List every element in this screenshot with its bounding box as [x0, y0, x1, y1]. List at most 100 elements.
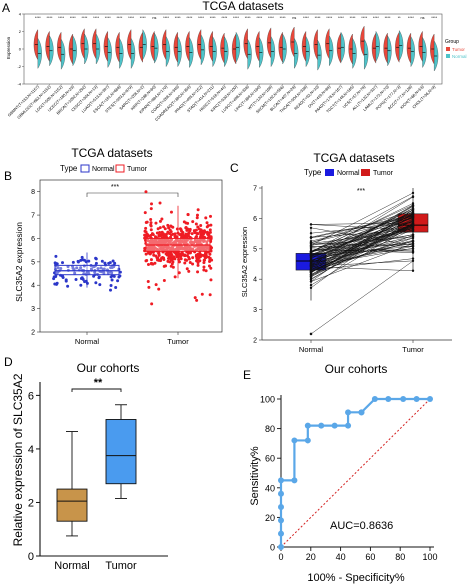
- panel-a-ytick-label: 0: [19, 47, 22, 52]
- panel-b-point-tumor: [151, 262, 155, 266]
- panel-b-point-normal: [74, 277, 78, 281]
- panel-b-point-tumor: [165, 247, 169, 251]
- panel-b-point-tumor: [162, 279, 166, 283]
- panel-b-ytick-label: 5: [31, 259, 35, 266]
- panel-b-point-normal: [117, 275, 121, 279]
- panel-b-point-tumor: [183, 261, 187, 265]
- panel-a-legend-title: Group: [445, 39, 459, 45]
- panel-b-xtick-label: Normal: [75, 337, 100, 346]
- panel-b-point-tumor: [173, 232, 177, 236]
- panel-a-significance-11: ****: [163, 16, 169, 20]
- panel-b-legend-title: Type: [60, 164, 78, 173]
- panel-c-ytick-label: 7: [253, 186, 257, 193]
- panel-e-roc-point: [413, 396, 420, 402]
- panel-b-frame: [39, 179, 223, 333]
- panel-b-point-normal: [102, 270, 106, 274]
- panel-c-pair-line: [310, 205, 414, 265]
- panel-b-point-tumor: [154, 221, 158, 225]
- panel-b-point-tumor: [149, 258, 153, 262]
- panel-c-pair-line: [310, 260, 414, 335]
- panel-b-point-tumor: [185, 258, 189, 262]
- panel-b-point-tumor: [185, 267, 189, 271]
- panel-b-point-normal: [94, 281, 98, 285]
- panel-b-point-tumor: [149, 207, 153, 211]
- panel-b-point-tumor: [207, 264, 211, 268]
- panel-b-point-normal: [55, 281, 59, 285]
- panel-b-point-tumor: [193, 240, 197, 244]
- panel-b-point-normal: [116, 279, 120, 283]
- panel-b-point-tumor: [208, 293, 212, 297]
- panel-b-point-tumor: [148, 252, 152, 256]
- panel-b-point-tumor: [188, 246, 192, 250]
- panel-c-pair-point-tumor: [411, 214, 415, 217]
- panel-c-pair-point-normal: [309, 265, 313, 269]
- panel-c-pair-point-normal: [309, 273, 313, 276]
- panel-b-point-normal: [79, 266, 83, 270]
- panel-c-pair-point-normal: [309, 263, 313, 266]
- panel-b-point-tumor: [171, 260, 175, 264]
- panel-b-point-tumor: [209, 266, 213, 270]
- panel-b-point-tumor: [191, 256, 195, 260]
- panel-b-point-normal: [109, 288, 113, 292]
- panel-b-point-tumor: [144, 259, 148, 263]
- panel-a-ytick-label: -4: [17, 82, 21, 87]
- panel-c-pair-point-tumor: [411, 242, 415, 246]
- panel-b-point-tumor: [208, 258, 212, 262]
- panel-b-point-tumor: [157, 287, 161, 291]
- panel-b-point-normal: [81, 277, 85, 281]
- panel-b-ylabel: SLC35A2 expression: [14, 222, 24, 302]
- panel-c-pair-point-normal: [309, 226, 313, 230]
- panel-e-xtick-label: 80: [395, 552, 405, 562]
- panel-b-point-normal: [109, 283, 113, 287]
- panel-c-pair-line: [310, 221, 414, 256]
- panel-b-point-tumor: [208, 252, 212, 256]
- panel-a-significance-5: ****: [93, 16, 99, 20]
- panel-b-point-tumor: [143, 211, 147, 215]
- panel-b-point-tumor: [204, 255, 208, 259]
- panel-e-xlabel: 100% - Specificity%: [307, 572, 404, 584]
- panel-e-reference-line: [280, 398, 431, 548]
- panel-b-point-normal: [113, 261, 117, 265]
- panel-b-point-tumor: [146, 247, 150, 251]
- panel-e-plot: 0 20 40 60 80 100 0 20 40 60 80 100: [260, 395, 438, 563]
- panel-a-significance-0: ****: [35, 16, 41, 20]
- panel-c-pair-point-tumor: [411, 191, 415, 195]
- panel-c-ylabel: SLC35A2 expression: [240, 227, 249, 297]
- panel-letter-e: E: [243, 368, 251, 382]
- panel-b-point-tumor: [195, 298, 199, 302]
- panel-b-point-normal: [66, 265, 70, 269]
- panel-b-point-tumor: [180, 253, 184, 257]
- panel-b-point-tumor: [149, 246, 153, 250]
- panel-a-legend-normal-swatch: [446, 54, 450, 58]
- panel-letter-c: C: [230, 161, 239, 175]
- panel-e-roc-point: [371, 396, 378, 402]
- panel-b-point-tumor: [158, 201, 162, 205]
- panel-b-point-normal: [100, 259, 104, 263]
- panel-b-point-tumor: [157, 233, 161, 237]
- panel-b-point-tumor: [178, 239, 182, 243]
- panel-letter-d: D: [4, 355, 13, 369]
- panel-b-point-tumor: [144, 226, 148, 230]
- panel-c-pair-point-tumor: [411, 206, 415, 210]
- panel-b-point-normal: [81, 258, 85, 262]
- panel-c-pair-line: [310, 216, 414, 242]
- panel-d-title: Our cohorts: [77, 361, 140, 375]
- panel-b-point-normal: [71, 260, 75, 264]
- panel-c-significance: ***: [357, 188, 365, 195]
- panel-b-point-tumor: [162, 233, 166, 237]
- panel-e-ytick-label: 60: [265, 454, 275, 464]
- panel-c-pair-point-normal: [309, 236, 313, 240]
- panel-b-point-tumor: [202, 258, 206, 262]
- panel-b-point-normal: [55, 262, 59, 266]
- panel-c-pair-line: [310, 224, 414, 275]
- panel-b-point-tumor: [202, 265, 206, 269]
- panel-b-point-tumor: [191, 262, 195, 266]
- panel-d-xtick-label: Normal: [54, 560, 89, 572]
- panel-b-point-tumor: [185, 228, 189, 232]
- panel-b-point-tumor: [199, 228, 203, 232]
- panel-b-point-tumor: [177, 260, 181, 264]
- panel-b-point-tumor: [191, 220, 195, 224]
- panel-b-point-tumor: [200, 234, 204, 238]
- panel-b-point-tumor: [149, 221, 153, 225]
- panel-b-point-tumor: [169, 264, 173, 268]
